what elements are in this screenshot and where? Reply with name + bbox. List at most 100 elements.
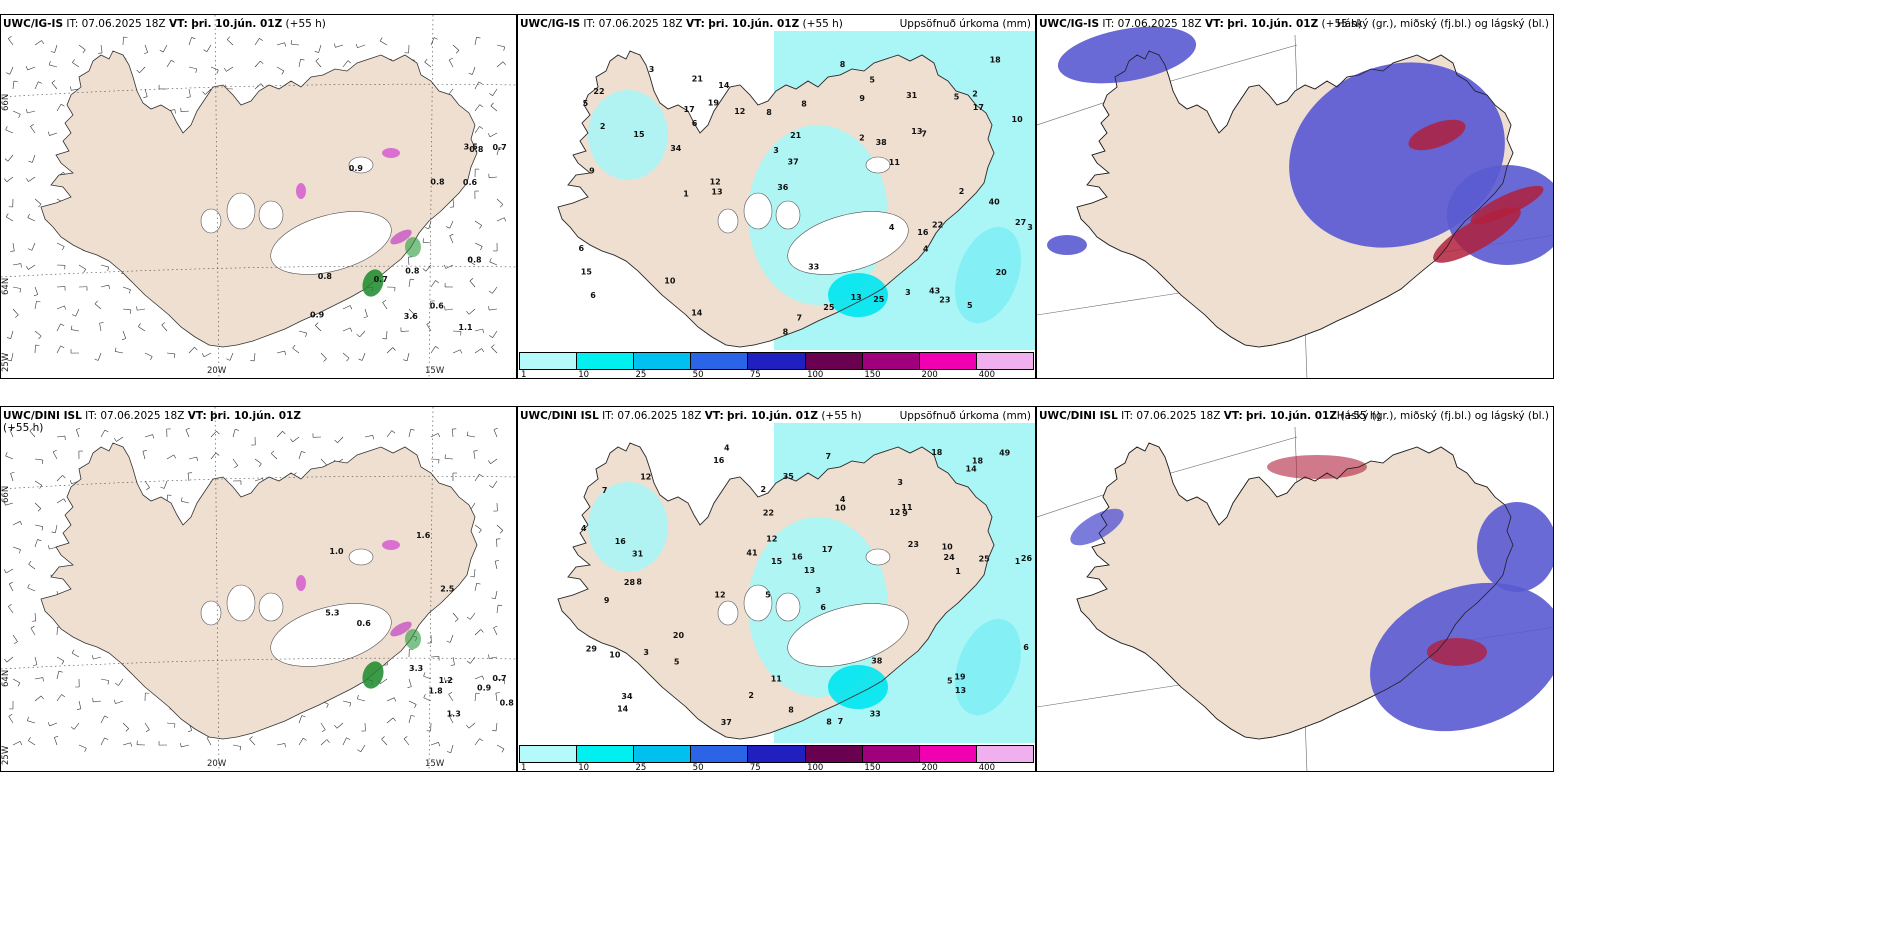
precip-value: 2	[761, 485, 767, 494]
colorbar-label: 100	[807, 763, 824, 772]
precip-value: 5	[967, 301, 973, 310]
precip-value: 33	[808, 263, 819, 272]
precip-value: 3	[773, 146, 779, 155]
precip-value: 8	[636, 578, 642, 587]
precip-value: 0.8	[469, 145, 484, 154]
lon-label-15w: 15W	[425, 759, 445, 769]
precip-value: 25	[873, 295, 885, 304]
precip-value: 19	[954, 673, 966, 682]
lon-label-20w: 20W	[207, 759, 227, 769]
colorbar-label: 200	[921, 370, 938, 379]
map-canvas: 0.90.7 3.3 1.6 1.2 2.5 1.3 0.8 1.0 1.8 5.3 0.6	[1, 407, 516, 771]
precip-value: 16	[713, 456, 725, 465]
precip-value: 36	[777, 183, 789, 192]
precip-value: 3	[649, 65, 655, 74]
map-canvas	[1037, 426, 1553, 771]
colorbar-label: 50	[692, 763, 704, 772]
colorbar-swatch	[919, 746, 977, 762]
precip-value: 14	[718, 81, 730, 90]
panel-header: UWC/IG-IS IT: 07.06.2025 18Z VT: þri. 10…	[1039, 18, 1362, 30]
precip-value: 3	[897, 478, 903, 487]
precip-value: 5	[947, 677, 953, 686]
precip-value: 8	[788, 705, 794, 714]
precip-value: 8	[840, 60, 846, 69]
precip-value: 21	[692, 75, 704, 84]
precip-value: 6	[579, 244, 585, 253]
lat-label-66n: 66N	[1, 485, 11, 503]
panel-clouds-dini: UWC/DINI ISL IT: 07.06.2025 18Z VT: þri.…	[1036, 406, 1554, 772]
precip-value: 0.7	[493, 143, 507, 152]
precip-value: 0.8	[318, 272, 333, 281]
panel-header: UWC/DINI ISL IT: 07.06.2025 18Z VT: þri.…	[3, 410, 301, 434]
lat-label-64n: 64N	[1, 277, 11, 295]
precip-value: 9	[859, 94, 865, 103]
colorbar-label: 25	[635, 763, 647, 772]
precip-value: 10	[664, 277, 676, 286]
glaciers	[200, 156, 392, 275]
precip-value: 10	[609, 651, 621, 660]
precip-value: 7	[838, 717, 844, 726]
colorbar-swatch	[577, 746, 635, 762]
precip-value: 7	[826, 452, 832, 461]
colorbar-swatch	[634, 353, 692, 369]
precip-value: 9	[604, 596, 610, 605]
colorbar-label: 75	[749, 370, 761, 379]
precip-value: 23	[939, 296, 950, 305]
precip-value: 5	[765, 591, 771, 600]
precip-value: 2	[748, 691, 754, 700]
panel-wind-gust-dini: 0.9 0.7 3.3 1.6 1.2 2.5 1.3 0.8 1.0 1.8 5.3 0.6 UWC…	[0, 406, 517, 772]
precip-value: 0.8	[467, 256, 482, 265]
precip-value: 3.5	[464, 142, 479, 151]
precip-value: 38	[871, 656, 883, 665]
map-canvas	[1037, 26, 1553, 378]
precip-value: 18	[990, 56, 1002, 65]
panel-clouds-igis: UWC/IG-IS IT: 07.06.2025 18Z VT: þri. 10…	[1036, 14, 1554, 379]
precip-value: 10	[1012, 115, 1024, 124]
precip-value: 12	[640, 473, 651, 482]
colorbar-swatch	[748, 746, 806, 762]
precip-colorbar: 1 10 25 50 75 100 150 200 400	[518, 743, 1035, 771]
precip-value: 27	[1015, 218, 1026, 227]
precip-value: 49	[999, 449, 1011, 458]
colorbar-label: 25	[635, 370, 647, 379]
colorbar-label: 75	[749, 763, 761, 772]
precip-value: 20	[996, 268, 1008, 277]
colorbar-label: 1	[521, 763, 527, 772]
colorbar-swatch	[634, 746, 692, 762]
precip-value: 10	[835, 503, 847, 512]
precip-value: 6	[692, 119, 698, 128]
precip-value: 6	[590, 291, 596, 300]
precip-value: 31	[906, 91, 918, 100]
panel-field-title: Uppsöfnuð úrkoma (mm)	[899, 410, 1031, 422]
precip-value: 0.8	[500, 699, 515, 708]
precip-value: 0.6	[357, 619, 372, 628]
map-canvas: 0.8 0.9 0.7 0.8 0.6 3.6 3.5 1.1 0.6 0.8 0.8 0.8 0.9 0…	[1, 15, 516, 378]
precip-value: 1.1	[458, 323, 473, 332]
precip-value: 0.6	[430, 301, 445, 310]
colorbar-label: 100	[807, 370, 824, 379]
precip-value: 12	[889, 508, 900, 517]
precip-value: 43	[929, 287, 940, 296]
precip-value: 35	[783, 472, 795, 481]
precip-value: 1.2	[439, 676, 453, 685]
precip-value: 4	[840, 495, 846, 504]
precip-value: 2	[600, 122, 606, 131]
precip-value: 20	[673, 631, 685, 640]
precip-value: 11	[901, 503, 913, 512]
precip-value: 11	[889, 158, 901, 167]
graticule	[1, 15, 516, 378]
precip-value: 28	[624, 578, 636, 587]
precip-value: 15	[771, 557, 783, 566]
precip-value: 6	[1023, 643, 1029, 652]
precip-value: 13	[851, 293, 862, 302]
precip-value: 5.3	[325, 608, 339, 617]
precip-value: 23	[908, 540, 919, 549]
panel-header: UWC/DINI ISL IT: 07.06.2025 18Z VT: þri.…	[1039, 410, 1381, 422]
precip-value: 14	[966, 464, 978, 473]
precip-value: 9	[902, 509, 908, 518]
precip-value: 31	[632, 549, 644, 558]
precip-value: 3	[815, 586, 821, 595]
